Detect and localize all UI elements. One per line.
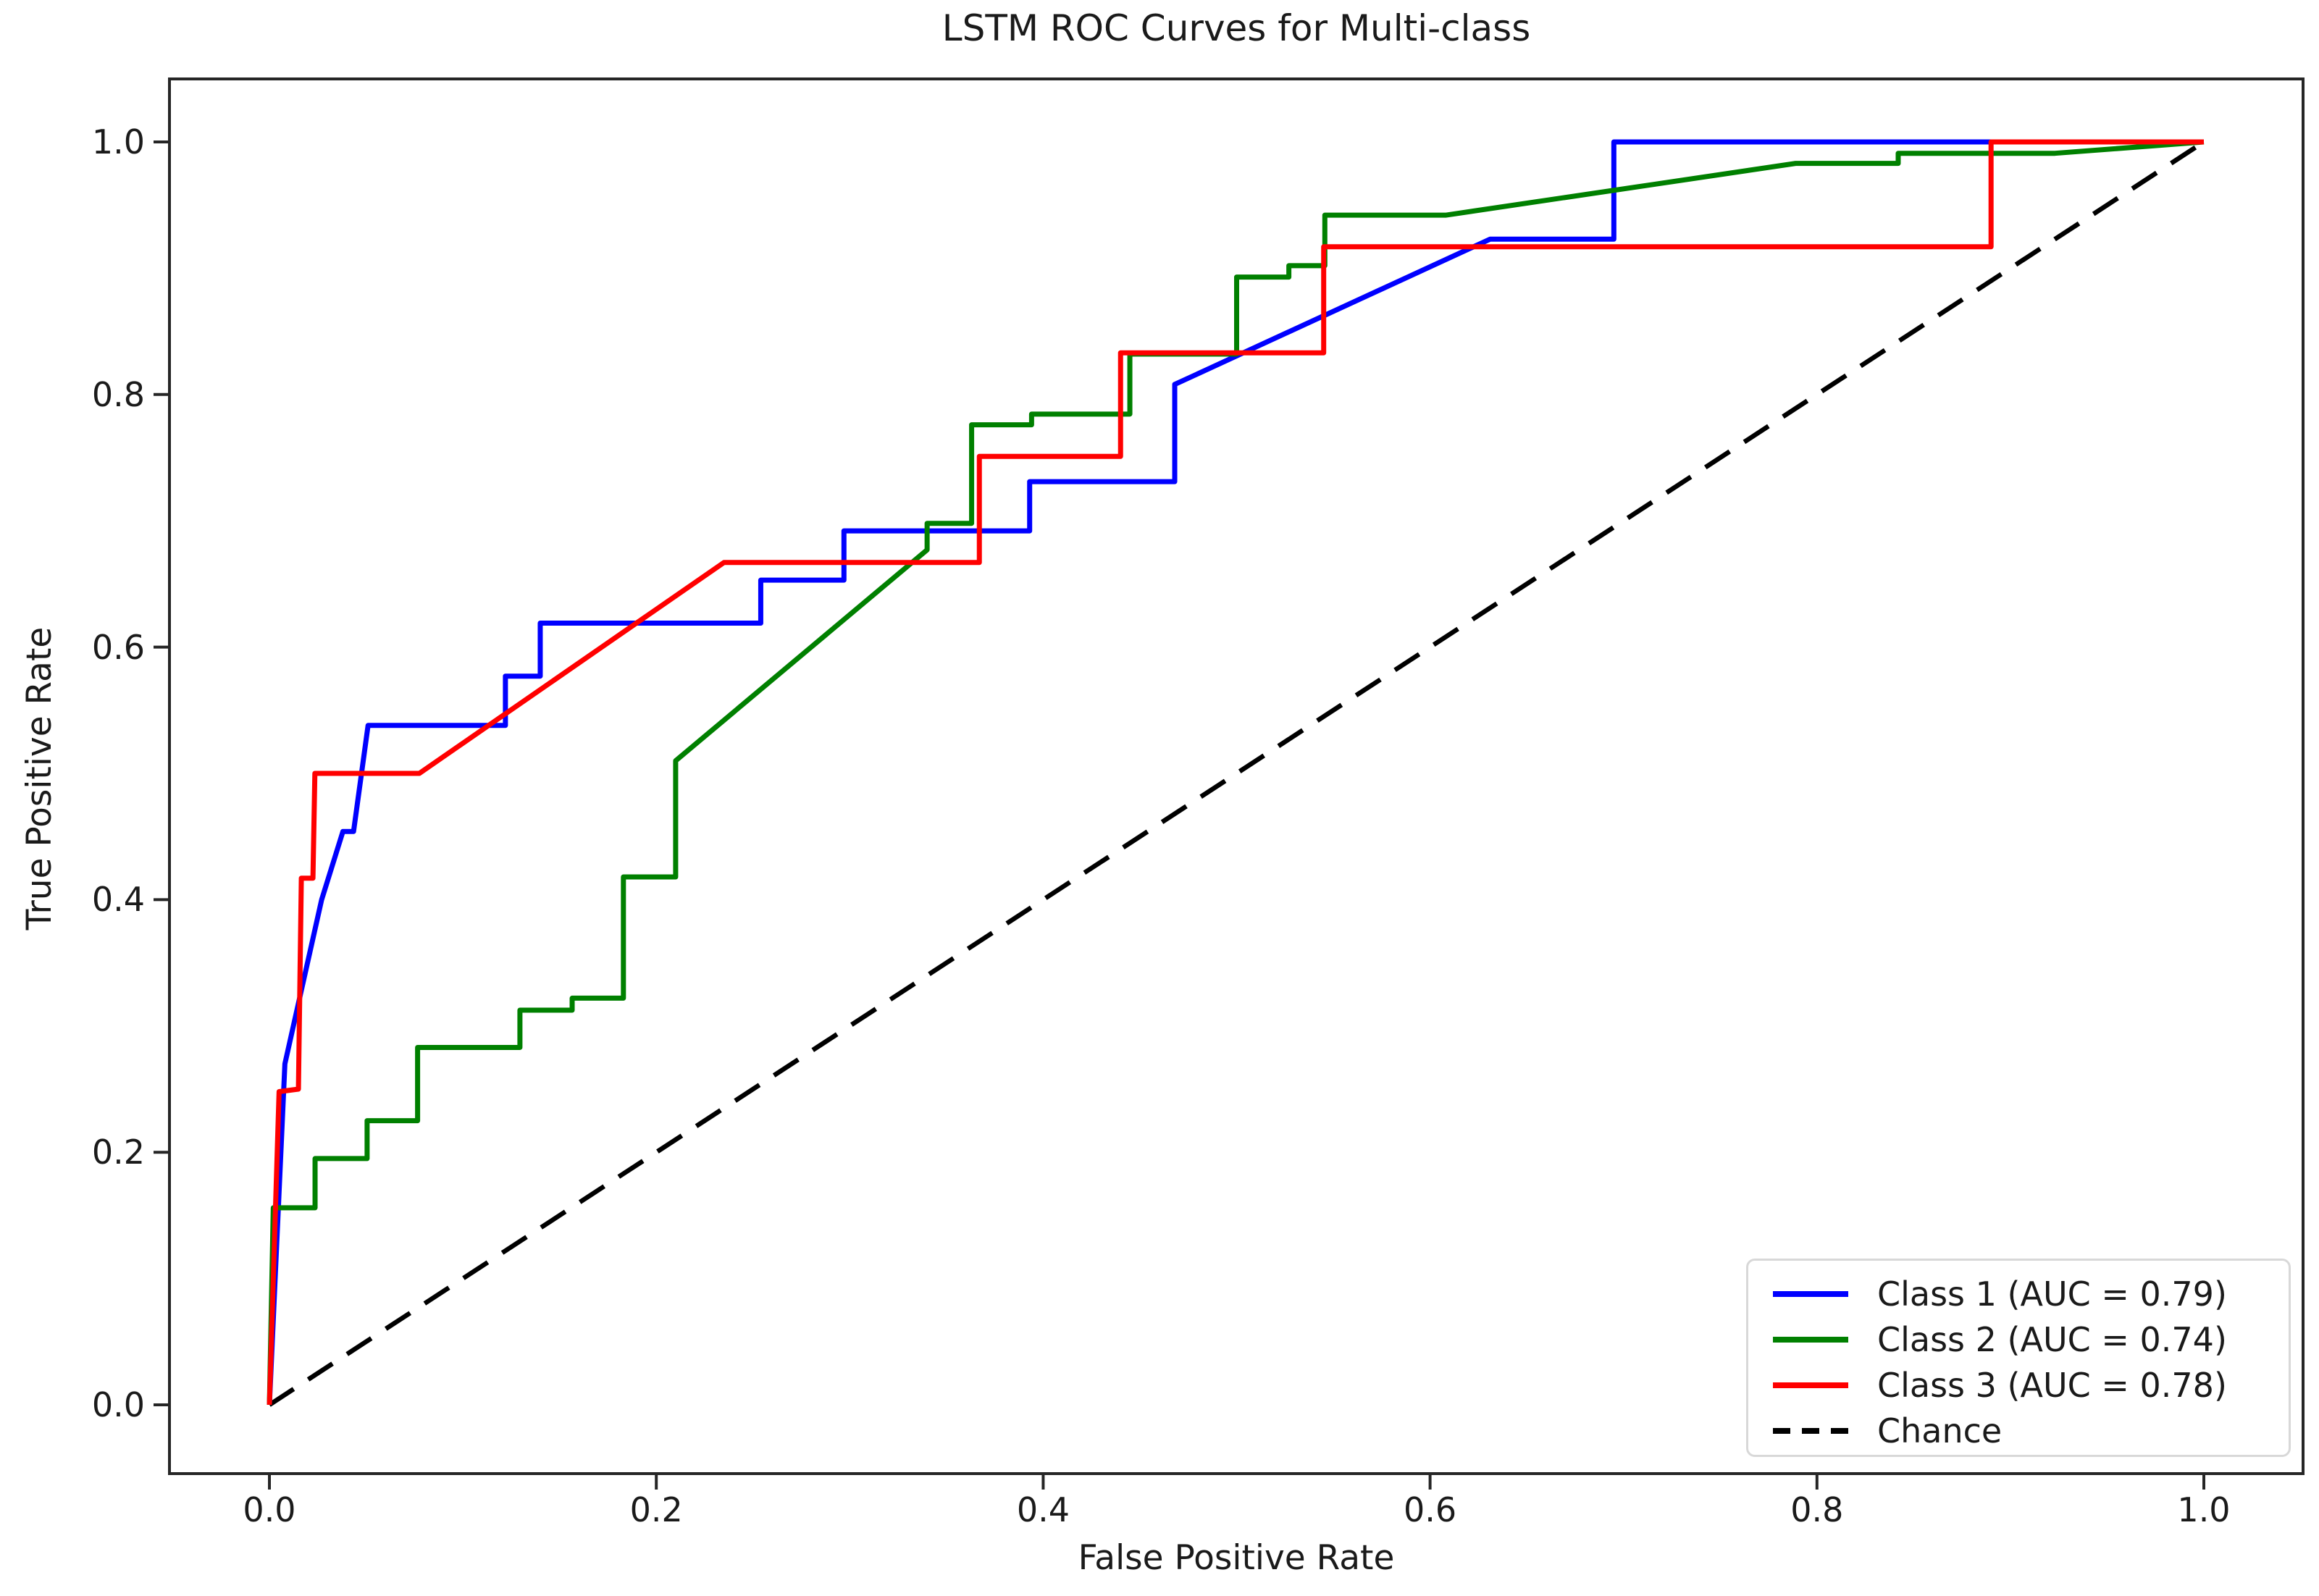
- legend-line-swatch: [1773, 1337, 1848, 1343]
- y-tick-label: 1.0: [91, 122, 145, 161]
- legend-item-label: Class 1 (AUC = 0.79): [1877, 1274, 2227, 1314]
- legend-item: Class 1 (AUC = 0.79): [1770, 1272, 2289, 1316]
- x-axis-label: False Positive Rate: [1078, 1538, 1395, 1578]
- chance-line: [268, 140, 2205, 1407]
- legend-line-swatch: [1773, 1382, 1848, 1388]
- x-tick-label: 0.0: [243, 1490, 296, 1529]
- legend-line-swatch: [1773, 1291, 1848, 1297]
- roc-curve-class-1-auc-0-79: [267, 139, 2204, 1406]
- y-tick-label: 0.4: [91, 880, 145, 920]
- y-tick-label: 0.2: [91, 1133, 145, 1172]
- y-axis-label: True Positive Rate: [20, 626, 59, 931]
- x-tick-label: 0.4: [1016, 1490, 1070, 1529]
- y-tick-label: 0.6: [91, 627, 145, 667]
- y-tick-label: 0.0: [91, 1385, 145, 1424]
- legend: Class 1 (AUC = 0.79) Class 2 (AUC = 0.74)…: [1746, 1259, 2291, 1457]
- x-tick-label: 0.6: [1404, 1490, 1457, 1529]
- legend-item-label: Class 3 (AUC = 0.78): [1877, 1366, 2227, 1405]
- legend-item: Class 2 (AUC = 0.74): [1770, 1318, 2289, 1361]
- x-tick-label: 0.8: [1790, 1490, 1844, 1529]
- x-tick-label: 0.2: [629, 1490, 683, 1529]
- legend-item-label: Chance: [1877, 1411, 2003, 1450]
- x-tick-label: 1.0: [2177, 1490, 2231, 1529]
- roc-curve-class-3-auc-0-78: [267, 139, 2204, 1406]
- legend-item-label: Class 2 (AUC = 0.74): [1877, 1320, 2227, 1359]
- chart-title: LSTM ROC Curves for Multi-class: [942, 7, 1531, 49]
- roc-curve-class-2-auc-0-74: [267, 139, 2205, 1406]
- axes-frame: [168, 77, 2305, 1475]
- y-tick-label: 0.8: [91, 374, 145, 414]
- legend-item: Class 3 (AUC = 0.78): [1770, 1364, 2289, 1407]
- legend-dashed-line-swatch: [1773, 1428, 1848, 1434]
- legend-item: Chance: [1770, 1409, 2289, 1453]
